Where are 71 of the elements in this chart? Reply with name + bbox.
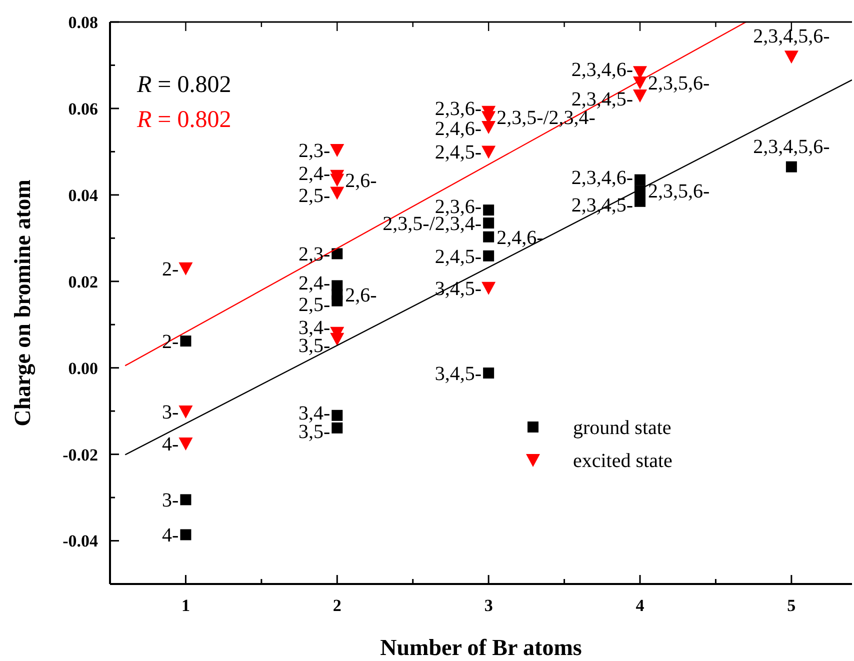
annotation: 2,3,5,6- [648, 72, 710, 95]
annotation: 2,3- [298, 140, 330, 162]
point [178, 406, 193, 419]
point [180, 494, 192, 506]
y-tick-label: -0.02 [62, 445, 98, 464]
annotation: 3,4- [298, 316, 330, 339]
annotation: 2,4,5- [434, 142, 482, 164]
point [330, 144, 344, 157]
point [330, 174, 344, 187]
annotation: 2,4- [298, 272, 330, 295]
point [786, 161, 797, 172]
point [633, 89, 647, 102]
annotation: 2,3,5,6- [648, 180, 710, 203]
x-tick-label: 2 [332, 596, 342, 615]
annotation: 2,5- [298, 294, 330, 316]
annotation: 4- [162, 524, 179, 547]
annotation: 3,4,5- [434, 363, 482, 386]
x-tick-label: 3 [484, 596, 493, 615]
annotation: 2,4,6- [434, 118, 482, 140]
annotation: 2,4,5- [434, 246, 482, 268]
annotation: 2,3,4,5,6- [753, 136, 830, 158]
annotation: 2,3,4,6- [571, 59, 633, 82]
annotation: 2,4,6- [496, 226, 544, 249]
point [483, 368, 494, 379]
point [483, 250, 494, 262]
point [330, 332, 344, 346]
y-tick-label: 0.06 [68, 99, 98, 118]
x-tick-label: 5 [787, 596, 796, 615]
point [634, 174, 646, 186]
point [178, 262, 193, 276]
point [483, 204, 494, 216]
x-tick-label: 4 [636, 596, 645, 615]
annotation: 2,3,4,5,6- [753, 26, 830, 48]
y-tick-label: 0.00 [68, 358, 98, 378]
point [483, 231, 494, 242]
point [482, 282, 496, 295]
annotation: 2,3,6- [434, 98, 482, 120]
annotation: R = 0.802 [136, 72, 232, 98]
x-tick-label: 1 [181, 596, 190, 615]
point [180, 529, 192, 540]
point [482, 146, 496, 159]
annotation: 3- [162, 402, 179, 424]
legend-label: ground state [573, 417, 672, 439]
annotation: 4- [162, 434, 179, 456]
x-axis-title: Number of Br atoms [380, 635, 582, 660]
annotation: 2,5- [298, 184, 330, 207]
annotation: 2,3,4,6- [571, 166, 633, 189]
point [784, 50, 798, 64]
annotation: 2,3- [298, 244, 330, 266]
annotation: 3- [162, 490, 179, 512]
annotation: 2,4- [298, 162, 330, 185]
point [180, 336, 192, 347]
legend-label: excited state [573, 450, 673, 472]
point [178, 438, 193, 450]
point [483, 218, 494, 229]
point [332, 248, 343, 260]
annotation: 2,6- [345, 284, 377, 306]
y-axis-title: Charge on bromine atom [10, 180, 36, 426]
point [634, 196, 646, 207]
y-tick-label: 0.04 [68, 186, 98, 205]
annotation: 2,6- [345, 170, 377, 192]
point [332, 422, 343, 434]
point [482, 121, 496, 134]
point [332, 410, 343, 421]
annotation: 2- [162, 258, 179, 280]
y-tick-label: 0.02 [68, 272, 98, 292]
point [330, 186, 344, 200]
y-tick-label: 0.08 [68, 12, 98, 32]
y-tick-label: -0.04 [62, 532, 98, 551]
annotation: R = 0.802 [136, 107, 232, 133]
point [332, 295, 343, 306]
